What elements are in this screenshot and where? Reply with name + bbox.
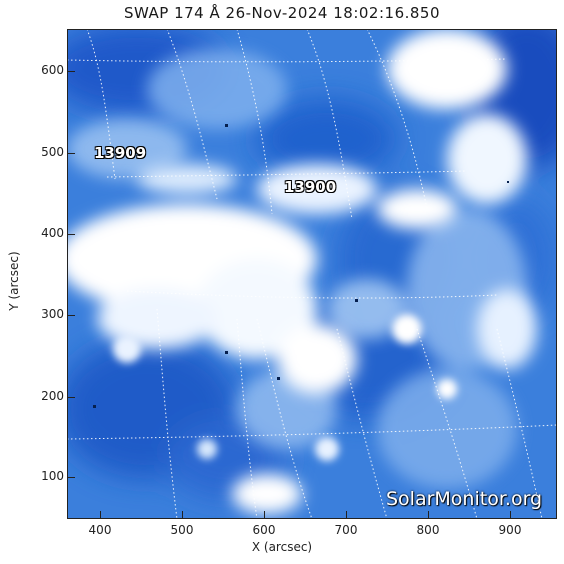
x-tick-label: 700	[334, 523, 358, 537]
active-region-label: 13900	[284, 178, 337, 196]
image-title: SWAP 174 Å 26-Nov-2024 18:02:16.850	[123, 4, 441, 22]
y-tick-label: 500	[41, 145, 64, 159]
x-tick	[100, 511, 101, 519]
y-tick-label: 300	[41, 307, 64, 321]
x-tick-label: 800	[416, 523, 440, 537]
y-tick-label: 100	[41, 469, 64, 483]
y-tick	[67, 71, 75, 72]
active-region-label: 13909	[94, 144, 147, 162]
y-tick	[67, 234, 75, 235]
y-tick	[67, 315, 75, 316]
watermark: SolarMonitor.org	[386, 488, 543, 510]
y-tick-label: 400	[41, 226, 64, 240]
x-tick-label: 900	[498, 523, 522, 537]
x-tick-label: 500	[170, 523, 194, 537]
x-tick	[182, 511, 183, 519]
x-tick-label: 600	[252, 523, 276, 537]
y-tick	[67, 397, 75, 398]
x-tick	[510, 511, 511, 519]
x-tick	[346, 511, 347, 519]
y-tick	[67, 477, 75, 478]
solar-image-svg	[67, 29, 557, 519]
x-tick	[264, 511, 265, 519]
y-tick	[67, 153, 75, 154]
x-tick	[428, 511, 429, 519]
y-tick-label: 200	[41, 389, 64, 403]
x-axis-label: X (arcsec)	[251, 540, 313, 554]
solar-image	[67, 29, 557, 519]
y-axis-label: Y (arcsec)	[7, 251, 21, 311]
x-tick-label: 400	[88, 523, 112, 537]
y-tick-label: 600	[41, 63, 64, 77]
